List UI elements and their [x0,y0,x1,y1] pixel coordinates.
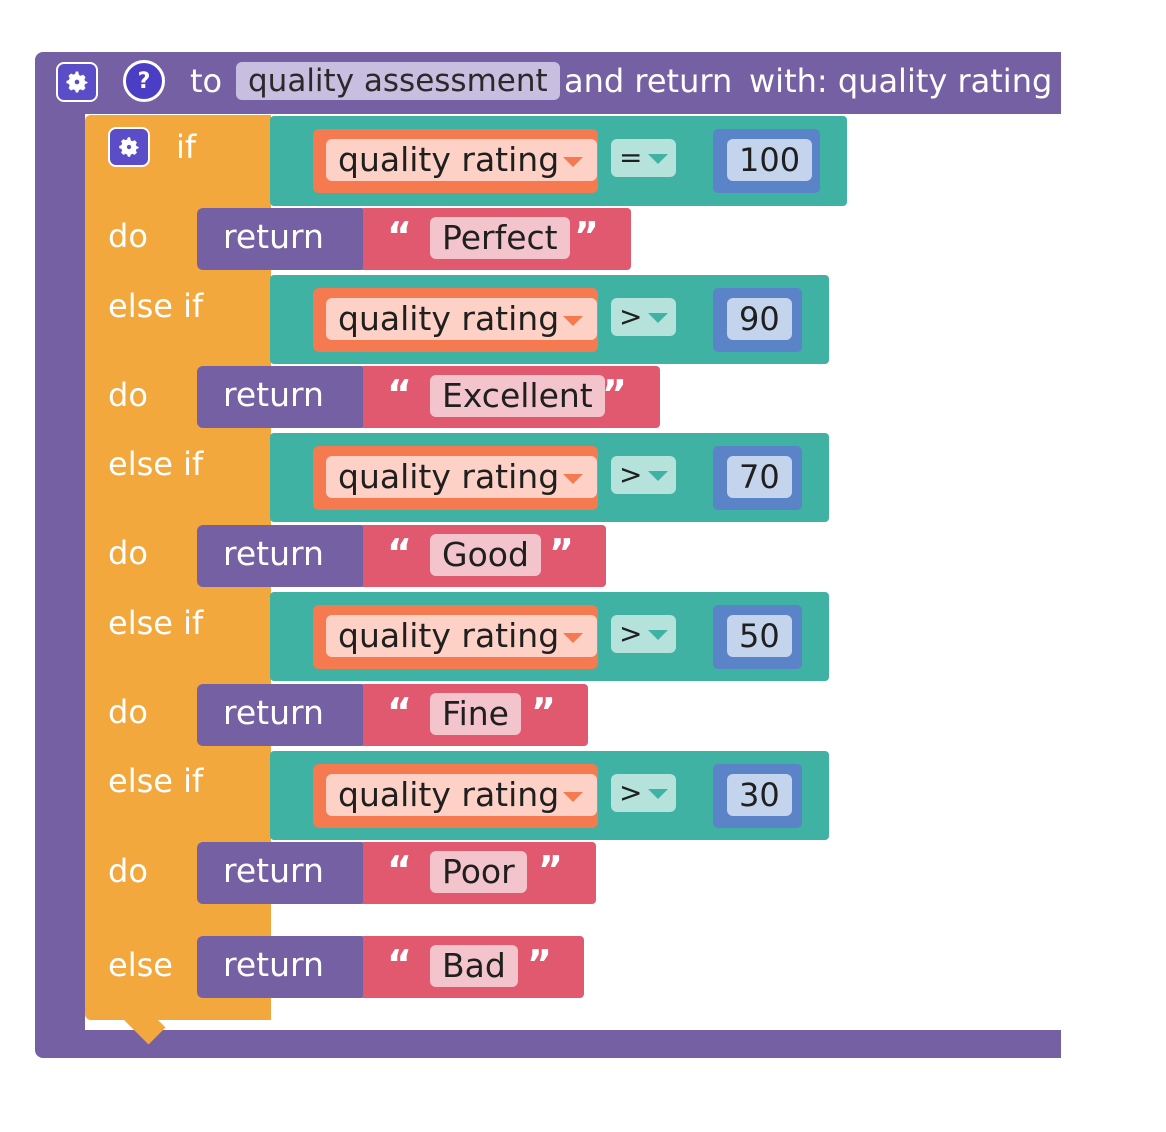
operator-dropdown[interactable]: > [611,615,677,653]
number-field[interactable]: 70 [727,456,792,498]
procedure-block-body [35,110,85,1056]
close-quote-icon: ” [527,942,552,986]
procedure-to-label: to [190,62,223,100]
dropdown-arrow-icon [648,471,669,481]
operator-symbol: > [619,776,643,809]
operator-dropdown[interactable]: = [611,139,677,177]
procedure-name-field[interactable]: quality assessment [236,62,560,100]
text-field[interactable]: Perfect [430,217,570,259]
do-label: do [108,376,148,414]
variable-name: quality rating [338,457,560,496]
number-field[interactable]: 50 [727,615,792,657]
dropdown-arrow-icon [648,313,669,323]
text-field[interactable]: Excellent [430,375,605,417]
number-field[interactable]: 90 [727,298,792,340]
return-block[interactable]: return [197,208,367,270]
dropdown-arrow-icon [563,157,584,167]
operator-symbol: > [619,300,643,333]
procedure-and-return-label: and return [564,62,733,100]
open-quote-icon: “ [387,372,412,416]
procedure-help-button[interactable]: ? [123,60,165,102]
open-quote-icon: “ [387,531,412,575]
dropdown-arrow-icon [648,630,669,640]
do-label: do [108,852,148,890]
variable-dropdown[interactable]: quality rating [326,139,598,181]
operator-symbol: > [619,617,643,650]
if-label: if [176,128,197,166]
close-quote-icon: ” [538,848,563,892]
if-gear-button[interactable] [108,127,150,167]
operator-dropdown[interactable]: > [611,298,677,336]
variable-dropdown[interactable]: quality rating [326,298,598,340]
operator-symbol: = [619,141,643,174]
return-block[interactable]: return [197,525,367,587]
open-quote-icon: “ [387,690,412,734]
close-quote-icon: ” [574,214,599,258]
number-field[interactable]: 30 [727,774,792,816]
gear-icon [119,137,139,157]
dropdown-arrow-icon [563,474,584,484]
open-quote-icon: “ [387,942,412,986]
variable-name: quality rating [338,140,560,179]
dropdown-arrow-icon [648,154,669,164]
variable-name: quality rating [338,775,560,814]
dropdown-arrow-icon [563,316,584,326]
close-quote-icon: ” [602,372,627,416]
else-if-label: else if [108,287,204,325]
text-field[interactable]: Poor [430,851,527,893]
do-label: do [108,217,148,255]
else-if-label: else if [108,604,204,642]
else-if-label: else if [108,762,204,800]
text-field[interactable]: Fine [430,693,521,735]
return-block[interactable]: return [197,366,367,428]
return-block[interactable]: return [197,842,367,904]
operator-dropdown[interactable]: > [611,456,677,494]
dropdown-arrow-icon [563,633,584,643]
text-field[interactable]: Good [430,534,541,576]
variable-name: quality rating [338,616,560,655]
else-if-label: else if [108,445,204,483]
return-block[interactable]: return [197,936,367,998]
open-quote-icon: “ [387,848,412,892]
variable-dropdown[interactable]: quality rating [326,615,598,657]
close-quote-icon: ” [531,690,556,734]
close-quote-icon: ” [549,531,574,575]
operator-dropdown[interactable]: > [611,774,677,812]
open-quote-icon: “ [387,214,412,258]
return-block[interactable]: return [197,684,367,746]
text-field[interactable]: Bad [430,945,518,987]
do-label: do [108,534,148,572]
dropdown-arrow-icon [563,792,584,802]
number-field[interactable]: 100 [727,139,813,181]
procedure-block-footer [35,1030,1061,1058]
do-label: do [108,693,148,731]
gear-icon [66,71,88,93]
operator-symbol: > [619,458,643,491]
procedure-gear-button[interactable] [56,62,98,102]
dropdown-arrow-icon [648,789,669,799]
variable-dropdown[interactable]: quality rating [326,456,598,498]
procedure-parameters-label: with: quality rating [749,62,1053,100]
variable-name: quality rating [338,299,560,338]
else-label: else [108,946,173,984]
help-icon: ? [137,68,151,94]
variable-dropdown[interactable]: quality rating [326,774,598,816]
